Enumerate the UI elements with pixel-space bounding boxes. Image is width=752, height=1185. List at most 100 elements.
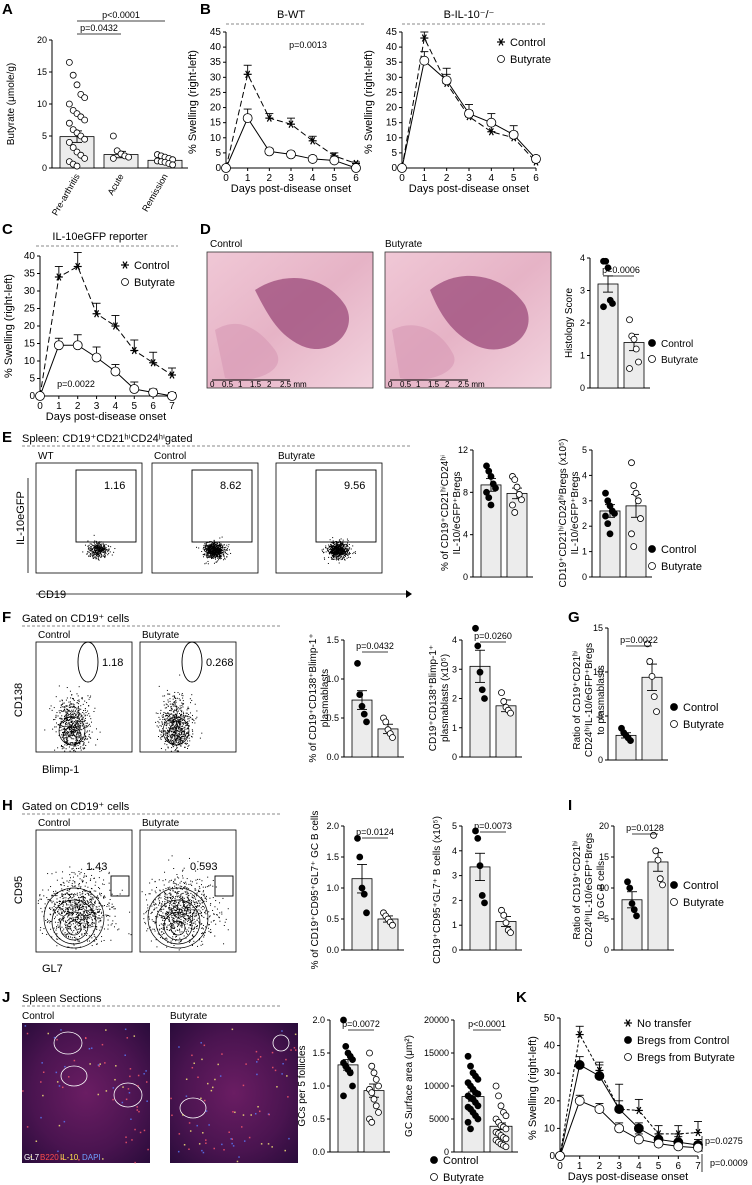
flow-event — [173, 733, 175, 735]
flow-event — [161, 917, 163, 919]
flow-event — [108, 905, 110, 907]
flow-event — [217, 548, 219, 550]
flow-event — [339, 550, 341, 552]
flow-event — [343, 545, 345, 547]
flow-event — [182, 736, 184, 738]
flow-event — [352, 553, 354, 555]
flow-event — [187, 732, 189, 734]
flow-event — [99, 545, 101, 547]
flow-event — [64, 737, 66, 739]
gating-title-f: Gated on CD19⁺ cells — [22, 613, 130, 625]
flow-event — [212, 556, 214, 558]
y-tick-label: 45 — [386, 27, 398, 38]
flow-event — [75, 904, 77, 906]
flow-event — [346, 549, 348, 551]
flow-event — [80, 713, 82, 715]
flow-event — [182, 869, 184, 871]
flow-event — [337, 542, 339, 544]
flow-event — [205, 549, 207, 551]
flow-event — [64, 717, 66, 719]
flow-event — [65, 924, 67, 926]
flow-event — [57, 904, 59, 906]
flow-event — [344, 552, 346, 554]
data-point — [531, 154, 541, 164]
flow-event — [173, 732, 175, 734]
flow-event — [225, 918, 227, 920]
flow-event — [60, 722, 62, 724]
flow-event — [337, 549, 339, 551]
flow-event — [188, 714, 190, 716]
flow-event — [173, 717, 175, 719]
flow-event — [92, 925, 94, 927]
flow-event — [176, 912, 178, 914]
flow-event — [322, 550, 324, 552]
flow-event — [161, 915, 163, 917]
flow-event — [196, 925, 198, 927]
flow-event — [183, 882, 185, 884]
flow-event — [65, 897, 67, 899]
flow-event — [75, 714, 77, 716]
flow-event — [152, 928, 154, 930]
flow-event — [335, 553, 337, 555]
flow-event — [98, 877, 100, 879]
flow-event — [81, 880, 83, 882]
flow-event — [186, 735, 188, 737]
flow-event — [69, 900, 71, 902]
flow-event — [330, 546, 332, 548]
legend-marker — [670, 720, 678, 728]
flow-event — [335, 545, 337, 547]
flow-event — [75, 729, 77, 731]
flow-event — [187, 895, 189, 897]
data-point — [511, 476, 519, 484]
flow-event — [176, 750, 178, 752]
flow-event — [215, 900, 217, 902]
flow-event — [79, 878, 81, 880]
flow-event — [216, 561, 218, 563]
flow-event — [88, 901, 90, 903]
flow-event — [89, 926, 91, 928]
flow-event — [179, 707, 181, 709]
flow-event — [73, 704, 75, 706]
flow-event — [186, 740, 188, 742]
flow-event — [56, 933, 58, 935]
flow-event — [105, 914, 107, 916]
flow-event — [74, 716, 76, 718]
flow-event — [223, 544, 225, 546]
flow-event — [343, 550, 345, 552]
flow-event — [339, 544, 341, 546]
flow-event — [94, 902, 96, 904]
flow-event — [107, 545, 109, 547]
flow-event — [171, 720, 173, 722]
flow-event — [335, 540, 337, 542]
flow-event — [173, 742, 175, 744]
flow-event — [65, 711, 67, 713]
flow-event — [214, 551, 216, 553]
flow-event — [347, 549, 349, 551]
flow-event — [62, 905, 64, 907]
flow-event — [222, 552, 224, 554]
flow-event — [69, 743, 71, 745]
flow-event — [61, 908, 63, 910]
flow-event — [86, 714, 88, 716]
flow-event — [72, 923, 74, 925]
flow-event — [101, 911, 103, 913]
panel-label-c: C — [2, 221, 13, 238]
y-tick-label: 4 — [580, 253, 585, 263]
flow-event — [172, 695, 174, 697]
flow-event — [163, 712, 165, 714]
flow-event — [72, 698, 74, 700]
flow-event — [87, 922, 89, 924]
flow-event — [162, 719, 164, 721]
flow-event — [334, 556, 336, 558]
flow-event — [65, 920, 67, 922]
legend-marker — [648, 355, 656, 363]
flow-event — [164, 707, 166, 709]
flow-event — [181, 885, 183, 887]
flow-event — [169, 730, 171, 732]
flow-event — [111, 893, 113, 895]
flow-event — [213, 542, 215, 544]
flow-event — [180, 714, 182, 716]
flow-event — [118, 928, 120, 930]
flow-event — [50, 705, 52, 707]
flow-event — [96, 555, 98, 557]
